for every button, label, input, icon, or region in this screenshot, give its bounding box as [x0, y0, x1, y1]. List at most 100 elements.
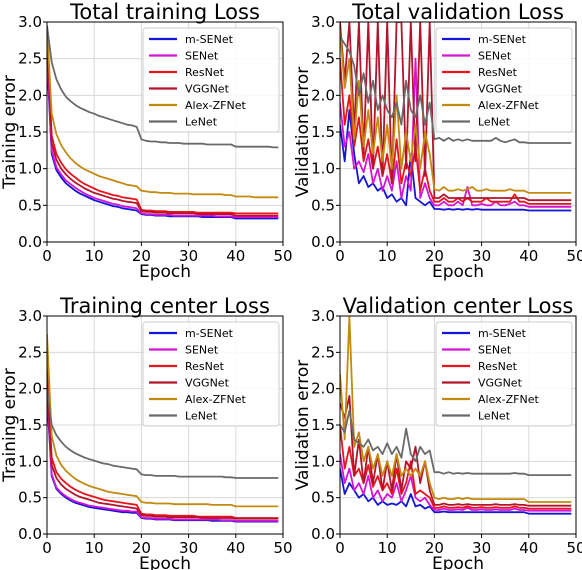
y-axis-label: Training error — [0, 75, 20, 190]
x-tick-label: 10 — [378, 539, 397, 557]
y-tick-label: 0.5 — [311, 196, 335, 214]
series-line-senet — [340, 57, 572, 208]
series-line-senet — [340, 453, 572, 512]
x-tick-label: 50 — [566, 247, 582, 265]
y-axis-label: Training error — [0, 368, 20, 483]
legend-label: VGGNet — [478, 83, 523, 96]
legend-label: LeNet — [478, 410, 511, 423]
series-line-vggnet — [47, 29, 279, 217]
chart-panel-3: 0 10 20 30 40 50 0.0 0.5 1.0 1.5 2.0 2.5 3.0 Training… — [0, 294, 293, 570]
x-tick-label: 20 — [132, 539, 151, 557]
x-axis-label: Epoch — [139, 262, 191, 282]
x-tick-label: 40 — [226, 539, 245, 557]
legend-label: ResNet — [185, 360, 225, 373]
x-axis-label: Epoch — [432, 262, 484, 282]
y-tick-label: 1.0 — [18, 452, 42, 470]
series-line-senet — [47, 51, 279, 219]
legend-label: m-SENet — [185, 33, 234, 46]
legend-label: ResNet — [478, 66, 518, 79]
legend-label: LeNet — [185, 410, 218, 423]
x-tick-label: 10 — [378, 247, 397, 265]
y-tick-label: 0.0 — [311, 233, 335, 251]
x-axis-label: Epoch — [432, 554, 484, 570]
legend-label: SENet — [478, 50, 512, 63]
legend-label: SENet — [185, 50, 219, 63]
series-line-resnet — [340, 424, 572, 510]
y-tick-label: 2.0 — [311, 86, 335, 104]
y-tick-label: 1.0 — [18, 160, 42, 178]
y-tick-label: 0.0 — [18, 525, 42, 543]
series-line-alex-zfnet — [340, 29, 572, 194]
x-tick-label: 20 — [425, 247, 444, 265]
series-line-alex-zfnet — [47, 25, 279, 199]
series-line-alex-zfnet — [47, 334, 279, 508]
x-tick-label: 20 — [132, 247, 151, 265]
legend-label: LeNet — [185, 116, 218, 129]
chart-panel-1: 0 10 20 30 40 50 0.0 0.5 1.0 1.5 2.0 2.5 3.0 Total tr… — [0, 0, 293, 282]
y-tick-label: 1.5 — [18, 123, 42, 141]
legend-label: m-SENet — [185, 327, 234, 340]
series-line-lenet — [340, 409, 572, 477]
series-line-lenet — [47, 25, 279, 149]
legend-label: ResNet — [185, 66, 225, 79]
y-tick-label: 2.5 — [18, 343, 42, 361]
x-tick-label: 20 — [425, 539, 444, 557]
series-line-lenet — [47, 388, 279, 479]
legend-label: SENet — [185, 344, 219, 357]
legend-label: LeNet — [478, 116, 511, 129]
legend-label: Alex-ZFNet — [478, 99, 539, 112]
series-line-m-senet — [340, 109, 572, 212]
series-line-lenet — [340, 36, 572, 144]
series-line-m-senet — [340, 468, 572, 515]
x-tick-label: 30 — [472, 539, 491, 557]
y-tick-label: 1.0 — [311, 160, 335, 178]
y-tick-label: 1.5 — [18, 416, 42, 434]
y-tick-label: 3.0 — [311, 13, 335, 31]
y-tick-label: 0.0 — [18, 233, 42, 251]
series-line-resnet — [47, 36, 279, 215]
y-tick-label: 3.0 — [311, 307, 335, 325]
legend: m-SENet SENet ResNet VGGNet Alex-ZFNet LeNet — [142, 321, 280, 427]
x-tick-label: 0 — [335, 539, 345, 557]
chart-title: Training center Loss — [59, 294, 270, 318]
chart-panel-2: 0 10 20 30 40 50 0.0 0.5 1.0 1.5 2.0 2.5 3.0 Total va… — [293, 0, 582, 282]
y-tick-label: 1.0 — [311, 452, 335, 470]
y-tick-label: 1.5 — [311, 123, 335, 141]
chart-title: Validation center Loss — [343, 294, 574, 318]
legend-label: Alex-ZFNet — [185, 99, 246, 112]
x-tick-label: 40 — [519, 539, 538, 557]
y-axis-label: Validation error — [293, 67, 313, 198]
x-tick-label: 50 — [566, 539, 582, 557]
x-tick-label: 10 — [85, 539, 104, 557]
x-tick-label: 40 — [226, 247, 245, 265]
x-tick-label: 30 — [179, 539, 198, 557]
x-axis-label: Epoch — [139, 554, 191, 570]
series-line-vggnet — [47, 381, 279, 520]
x-tick-label: 30 — [179, 247, 198, 265]
legend-label: Alex-ZFNet — [185, 393, 246, 406]
y-tick-label: 0.0 — [311, 525, 335, 543]
x-tick-label: 0 — [42, 247, 52, 265]
y-tick-label: 3.0 — [18, 13, 42, 31]
legend-label: Alex-ZFNet — [478, 393, 539, 406]
y-tick-label: 2.5 — [311, 343, 335, 361]
y-tick-label: 2.0 — [18, 380, 42, 398]
legend: m-SENet SENet ResNet VGGNet Alex-ZFNet LeNet — [435, 27, 573, 133]
x-tick-label: 50 — [273, 539, 292, 557]
series-line-resnet — [340, 58, 572, 205]
x-tick-label: 50 — [273, 247, 292, 265]
chart-panel-4: 0 10 20 30 40 50 0.0 0.5 1.0 1.5 2.0 2.5 3.0 Validati… — [293, 294, 582, 570]
x-tick-label: 10 — [85, 247, 104, 265]
chart-title: Total training Loss — [69, 0, 260, 24]
series-line-alex-zfnet — [340, 316, 572, 503]
legend: m-SENet SENet ResNet VGGNet Alex-ZFNet LeNet — [142, 27, 280, 133]
series-line-senet — [47, 388, 279, 522]
y-tick-label: 2.5 — [311, 50, 335, 68]
x-tick-label: 30 — [472, 247, 491, 265]
x-tick-label: 0 — [42, 539, 52, 557]
y-axis-label: Validation error — [293, 360, 313, 491]
series-line-vggnet — [340, 22, 572, 202]
legend-label: ResNet — [478, 360, 518, 373]
y-tick-label: 2.0 — [311, 380, 335, 398]
